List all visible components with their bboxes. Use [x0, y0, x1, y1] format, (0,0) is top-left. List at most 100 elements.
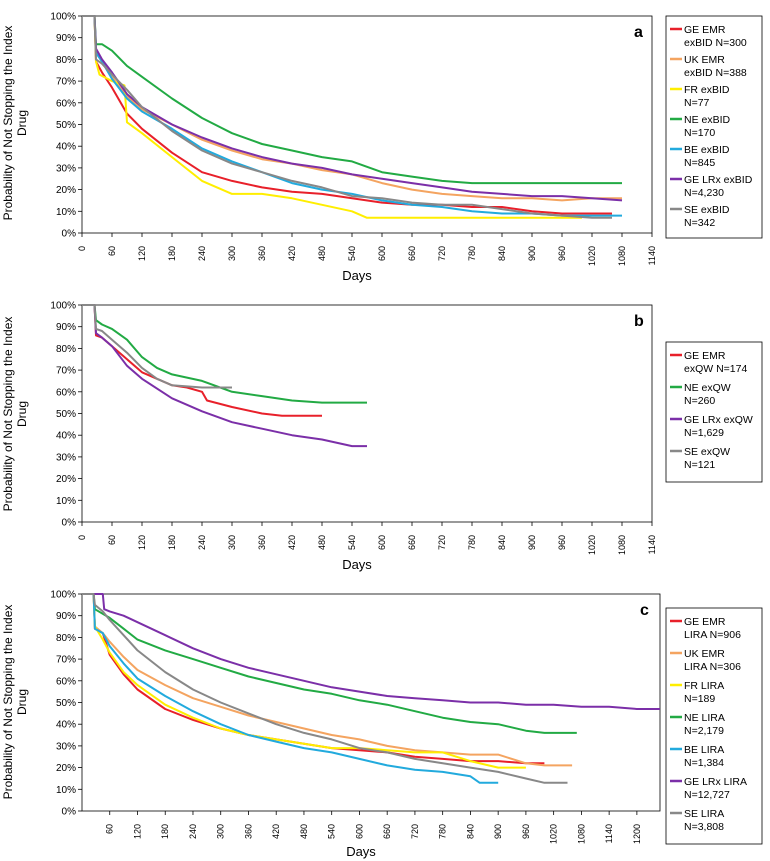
legend-label: exQW N=174: [684, 363, 747, 375]
y-axis-label-line1: Probability of Not Stopping the Index: [1, 317, 15, 512]
x-tick-label: 180: [167, 246, 177, 261]
y-tick-label: 70%: [56, 655, 76, 666]
x-tick-label: 540: [347, 535, 357, 550]
y-tick-label: 10%: [56, 207, 76, 218]
legend-label: SE exBID: [684, 204, 730, 216]
x-tick-label: 360: [257, 246, 267, 261]
x-tick-label: 60: [105, 824, 115, 834]
x-tick-label: 300: [227, 246, 237, 261]
legend-label: N=12,727: [684, 789, 730, 801]
x-tick-label: 60: [107, 535, 117, 545]
x-tick-label: 300: [227, 535, 237, 550]
y-tick-label: 60%: [56, 98, 76, 109]
y-tick-label: 40%: [56, 720, 76, 731]
y-tick-label: 20%: [56, 185, 76, 196]
series-line: [82, 593, 499, 784]
y-tick-label: 40%: [56, 431, 76, 442]
legend-label: NE exQW: [684, 382, 731, 394]
y-axis-label-line1: Probability of Not Stopping the Index: [1, 605, 15, 800]
legend-box: [665, 15, 763, 239]
x-tick-label: 780: [467, 246, 477, 261]
legend-label: N=189: [684, 693, 715, 705]
x-tick-label: 120: [132, 824, 142, 839]
series-line: [82, 15, 622, 202]
legend-label: N=342: [684, 217, 715, 229]
series-line: [82, 593, 577, 734]
panel-c: Probability of Not Stopping the Index Dr…: [1, 590, 763, 859]
legend-label: BE LIRA: [684, 744, 724, 756]
y-tick-label: 10%: [56, 496, 76, 507]
y-tick-label: 70%: [56, 77, 76, 88]
legend-label: SE LIRA: [684, 808, 724, 820]
x-tick-label: 600: [377, 535, 387, 550]
y-tick-label: 30%: [56, 452, 76, 463]
x-tick-label: 900: [527, 246, 537, 261]
x-tick-label: 960: [521, 824, 531, 839]
series-line: [82, 15, 612, 215]
legend-label: exBID N=300: [684, 37, 747, 49]
legend-label: N=260: [684, 395, 715, 407]
legend-label: N=4,230: [684, 187, 724, 199]
x-axis-title: Days: [342, 268, 372, 283]
x-tick-label: 1020: [587, 246, 597, 266]
legend-label: N=845: [684, 157, 715, 169]
legend-label: GE EMR: [684, 616, 726, 628]
x-tick-label: 480: [317, 535, 327, 550]
x-tick-label: 840: [465, 824, 475, 839]
y-axis-label-line2: Drug: [15, 689, 29, 715]
x-tick-label: 660: [407, 535, 417, 550]
x-tick-label: 720: [410, 824, 420, 839]
legend-label: FR LIRA: [684, 680, 724, 692]
y-tick-label: 90%: [56, 33, 76, 44]
x-tick-label: 360: [243, 824, 253, 839]
y-tick-label: 10%: [56, 785, 76, 796]
legend-label: N=77: [684, 97, 710, 109]
x-tick-label: 1140: [647, 246, 657, 265]
y-tick-label: 60%: [56, 387, 76, 398]
series-line: [82, 15, 622, 217]
y-axis-label-line2: Drug: [15, 401, 29, 427]
legend-label: exBID N=388: [684, 67, 747, 79]
x-tick-label: 180: [167, 535, 177, 550]
legend-label: LIRA N=906: [684, 629, 741, 641]
series-line: [82, 15, 582, 219]
legend-label: LIRA N=306: [684, 661, 741, 673]
series-line: [82, 304, 232, 389]
x-tick-label: 600: [377, 246, 387, 261]
x-tick-label: 1020: [587, 535, 597, 555]
y-tick-label: 0%: [62, 807, 77, 818]
series-line: [82, 15, 612, 219]
x-tick-label: 960: [557, 246, 567, 261]
legend-label: N=2,179: [684, 725, 724, 737]
x-tick-label: 660: [407, 246, 417, 261]
legend-label: N=1,384: [684, 757, 724, 769]
x-tick-label: 0: [77, 535, 87, 540]
y-tick-label: 50%: [56, 698, 76, 709]
x-tick-label: 480: [299, 824, 309, 839]
series-lines: [82, 15, 623, 219]
y-tick-label: 30%: [56, 163, 76, 174]
panel-letter: c: [640, 602, 649, 619]
y-axis-label-line2: Drug: [15, 110, 29, 136]
x-tick-label: 780: [467, 535, 477, 550]
legend-label: GE EMR: [684, 24, 726, 36]
x-tick-label: 0: [77, 246, 87, 251]
panel-letter: b: [634, 313, 644, 330]
y-tick-label: 100%: [50, 12, 76, 23]
legend-box: [665, 341, 763, 483]
legend-label: UK EMR: [684, 648, 725, 660]
x-axis-title: Days: [346, 844, 376, 859]
y-tick-label: 100%: [50, 590, 76, 601]
x-tick-label: 480: [317, 246, 327, 261]
y-tick-label: 50%: [56, 409, 76, 420]
x-tick-label: 540: [347, 246, 357, 261]
x-tick-label: 420: [287, 246, 297, 261]
x-tick-label: 840: [497, 535, 507, 550]
legend-label: GE LRx exBID: [684, 174, 753, 186]
x-tick-label: 840: [497, 246, 507, 261]
x-tick-label: 120: [137, 246, 147, 261]
y-tick-label: 0%: [62, 229, 77, 240]
x-tick-label: 1020: [549, 824, 559, 844]
